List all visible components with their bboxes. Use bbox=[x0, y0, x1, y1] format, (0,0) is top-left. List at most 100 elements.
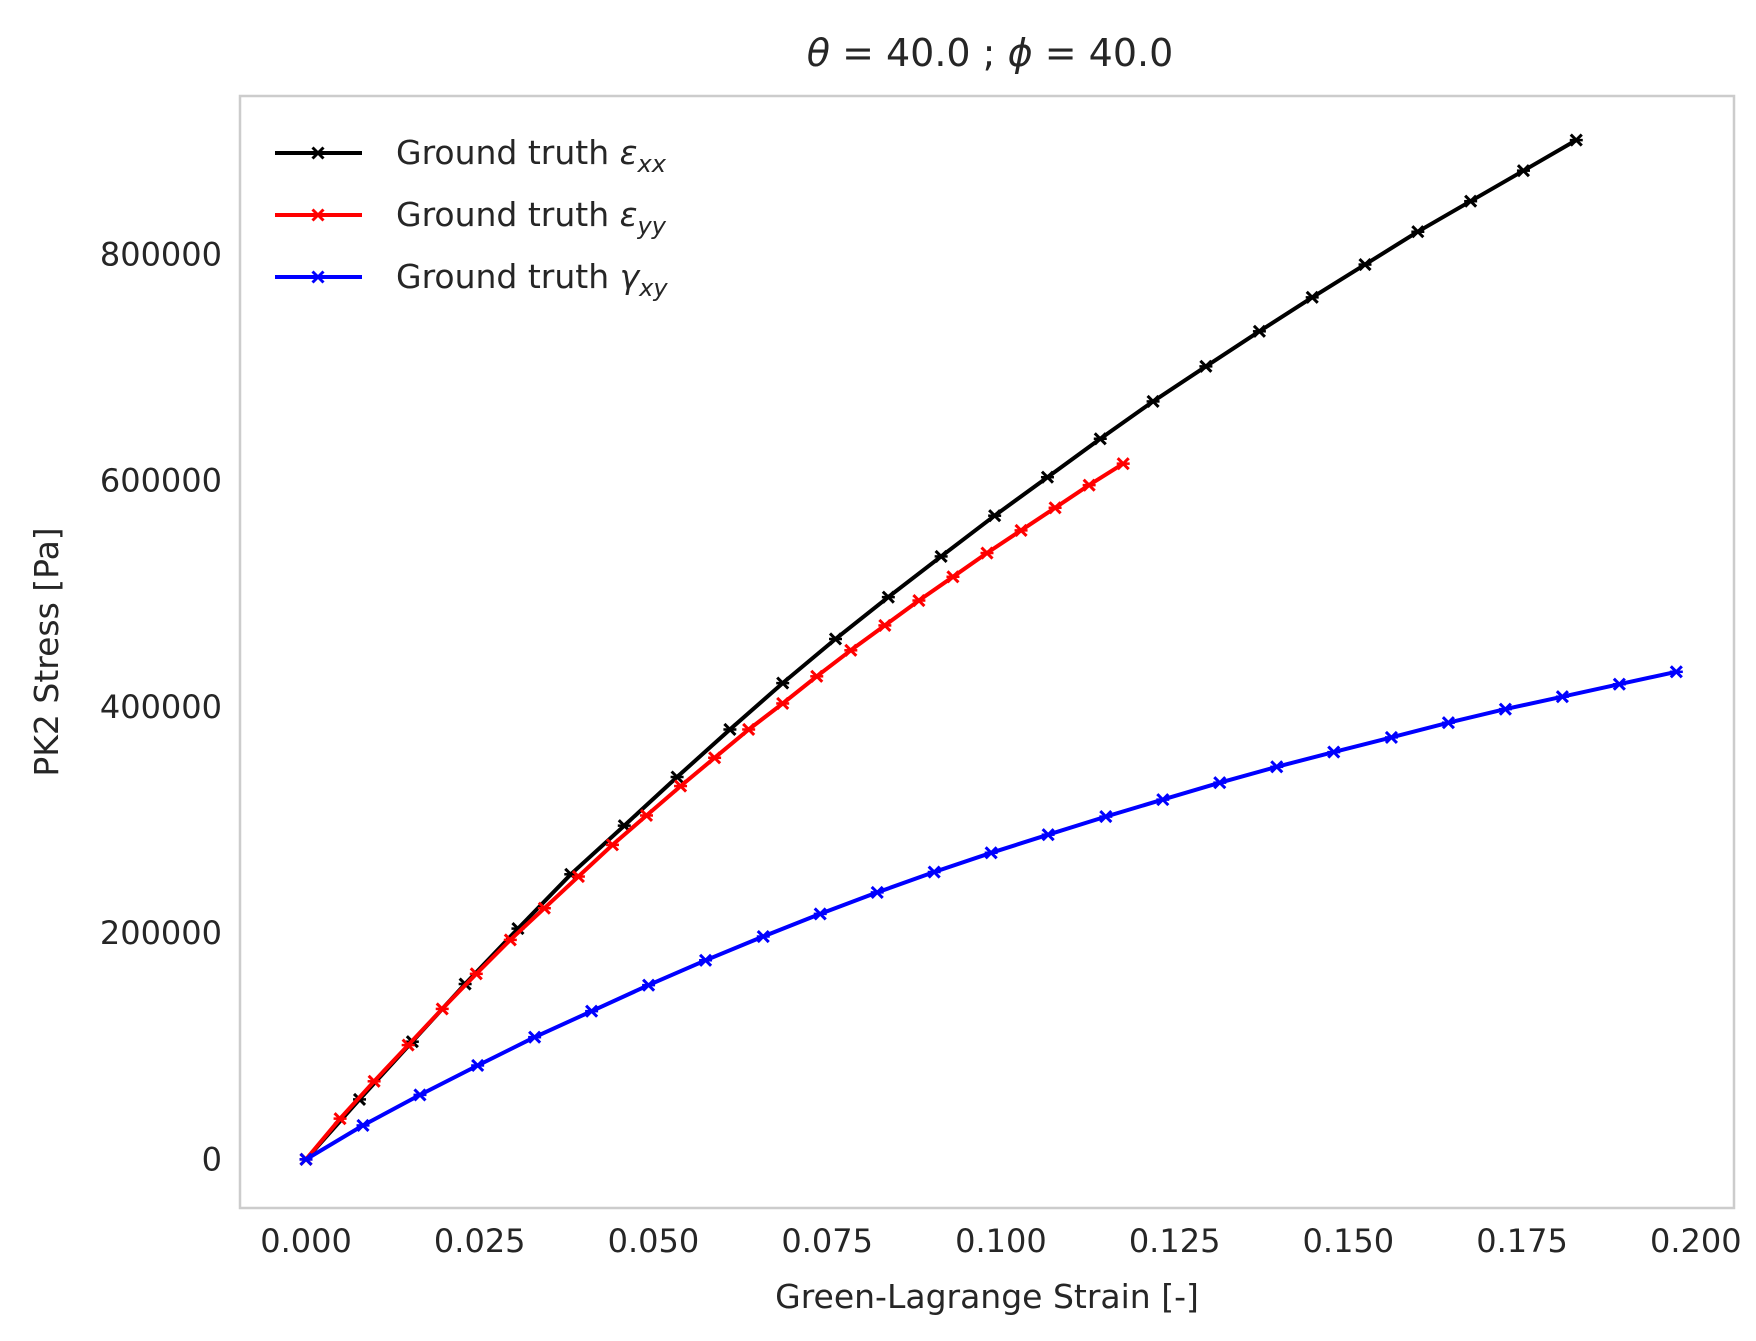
data-point-xy bbox=[699, 953, 713, 967]
data-point-xy bbox=[1327, 745, 1341, 759]
x-tick-label: 0.175 bbox=[1476, 1222, 1568, 1260]
data-point-yy bbox=[571, 869, 585, 884]
data-point-yy bbox=[1082, 478, 1096, 492]
data-point-xy bbox=[1099, 810, 1113, 824]
y-axis-label: PK2 Stress [Pa] bbox=[27, 527, 66, 776]
data-point-yy bbox=[1116, 457, 1130, 471]
data-point-yy bbox=[367, 1074, 381, 1088]
data-point-yy bbox=[333, 1112, 347, 1126]
data-point-xy bbox=[299, 1152, 313, 1166]
legend-marker-xx bbox=[311, 146, 325, 160]
data-point-xy bbox=[356, 1118, 370, 1132]
data-point-yy bbox=[605, 838, 620, 852]
legend-item-xx: Ground truth εxx bbox=[275, 133, 667, 178]
data-point-xy bbox=[1270, 760, 1284, 774]
series-xy bbox=[299, 665, 1683, 1166]
data-point-xy bbox=[1498, 702, 1512, 716]
data-point-xx bbox=[988, 509, 1002, 523]
data-point-xy bbox=[1041, 828, 1055, 842]
data-point-xx bbox=[828, 632, 843, 646]
x-tick-label: 0.050 bbox=[608, 1222, 700, 1260]
data-point-xx bbox=[1516, 164, 1531, 178]
data-point-yy bbox=[946, 570, 960, 584]
data-point-yy bbox=[401, 1038, 415, 1052]
data-point-xy bbox=[756, 929, 770, 944]
data-point-xy bbox=[1669, 665, 1683, 679]
data-point-xx bbox=[776, 676, 790, 690]
data-point-xx bbox=[723, 722, 737, 737]
data-point-xx bbox=[1569, 133, 1583, 147]
legend-marker-xy bbox=[311, 270, 325, 284]
data-point-xx bbox=[881, 590, 895, 604]
legend-item-yy: Ground truth εyy bbox=[275, 195, 667, 240]
data-point-xy bbox=[984, 846, 998, 860]
x-tick-label: 0.075 bbox=[781, 1222, 873, 1260]
chart-title: θ = 40.0 ; ϕ = 40.0 bbox=[807, 31, 1174, 75]
y-tick-label: 200000 bbox=[100, 914, 222, 952]
data-point-xy bbox=[413, 1088, 427, 1102]
data-point-yy bbox=[878, 618, 892, 632]
x-tick-label: 0.000 bbox=[260, 1222, 352, 1260]
data-point-xy bbox=[585, 1004, 599, 1018]
data-point-xy bbox=[471, 1058, 485, 1073]
x-tick-label: 0.150 bbox=[1303, 1222, 1395, 1260]
legend-label-yy: Ground truth εyy bbox=[396, 195, 667, 240]
data-point-yy bbox=[980, 546, 994, 560]
x-tick-label: 0.100 bbox=[955, 1222, 1047, 1260]
data-point-xy bbox=[1384, 730, 1398, 744]
data-point-xx bbox=[1252, 324, 1266, 338]
data-point-yy bbox=[503, 933, 517, 947]
data-point-yy bbox=[708, 751, 722, 765]
data-point-xy bbox=[642, 978, 656, 992]
legend: Ground truth εxx Ground truth εyy Ground t… bbox=[275, 133, 668, 302]
data-point-xy bbox=[1555, 690, 1569, 704]
data-point-yy bbox=[844, 643, 858, 657]
data-point-xy bbox=[1213, 776, 1227, 790]
data-point-xx bbox=[934, 549, 948, 563]
plot-frame bbox=[238, 94, 1736, 1210]
y-tick-labels: 0 200000 400000 600000 800000 bbox=[100, 235, 222, 1178]
title-theta-symbol: θ bbox=[807, 31, 830, 75]
data-point-xy bbox=[1612, 677, 1626, 691]
data-point-xx bbox=[1146, 394, 1160, 408]
data-point-xy bbox=[528, 1030, 542, 1044]
data-point-yy bbox=[469, 967, 483, 981]
y-tick-label: 0 bbox=[202, 1140, 222, 1178]
y-tick-label: 600000 bbox=[100, 462, 222, 500]
data-point-yy bbox=[1014, 523, 1028, 537]
x-tick-labels: 0.000 0.025 0.050 0.075 0.100 0.125 0.150 0.175… bbox=[260, 1222, 1741, 1260]
data-point-xy bbox=[870, 885, 884, 899]
data-point-xx bbox=[1411, 225, 1425, 239]
data-point-yy bbox=[435, 1002, 449, 1016]
data-point-xy bbox=[813, 907, 827, 921]
title-theta-text: = 40.0 ; bbox=[830, 31, 1008, 75]
x-tick-label: 0.125 bbox=[1129, 1222, 1221, 1260]
data-point-yy bbox=[776, 696, 790, 711]
title-phi-text: = 40.0 bbox=[1033, 31, 1174, 75]
plot-area bbox=[299, 133, 1683, 1166]
data-point-xx bbox=[1093, 432, 1107, 446]
legend-item-xy: Ground truth γxy bbox=[275, 257, 668, 302]
data-point-xy bbox=[927, 865, 941, 879]
y-tick-label: 800000 bbox=[100, 235, 222, 273]
data-point-xx bbox=[1305, 290, 1319, 304]
title-phi-symbol: ϕ bbox=[1008, 31, 1033, 75]
data-point-yy bbox=[639, 808, 654, 823]
data-point-xx bbox=[1040, 470, 1055, 484]
data-point-xx bbox=[1464, 194, 1478, 208]
x-tick-label: 0.025 bbox=[434, 1222, 526, 1260]
legend-label-xy: Ground truth γxy bbox=[396, 257, 668, 302]
data-point-yy bbox=[537, 901, 551, 915]
data-point-xx bbox=[670, 770, 684, 784]
data-point-xx bbox=[1199, 359, 1213, 373]
x-axis-label: Green-Lagrange Strain [-] bbox=[775, 1277, 1199, 1316]
data-point-yy bbox=[673, 779, 688, 793]
legend-label-xx: Ground truth εxx bbox=[396, 133, 667, 178]
data-point-yy bbox=[1048, 501, 1062, 515]
data-point-xy bbox=[1441, 716, 1455, 730]
data-point-yy bbox=[742, 722, 756, 737]
data-point-yy bbox=[912, 593, 926, 608]
x-tick-label: 0.200 bbox=[1650, 1222, 1742, 1260]
